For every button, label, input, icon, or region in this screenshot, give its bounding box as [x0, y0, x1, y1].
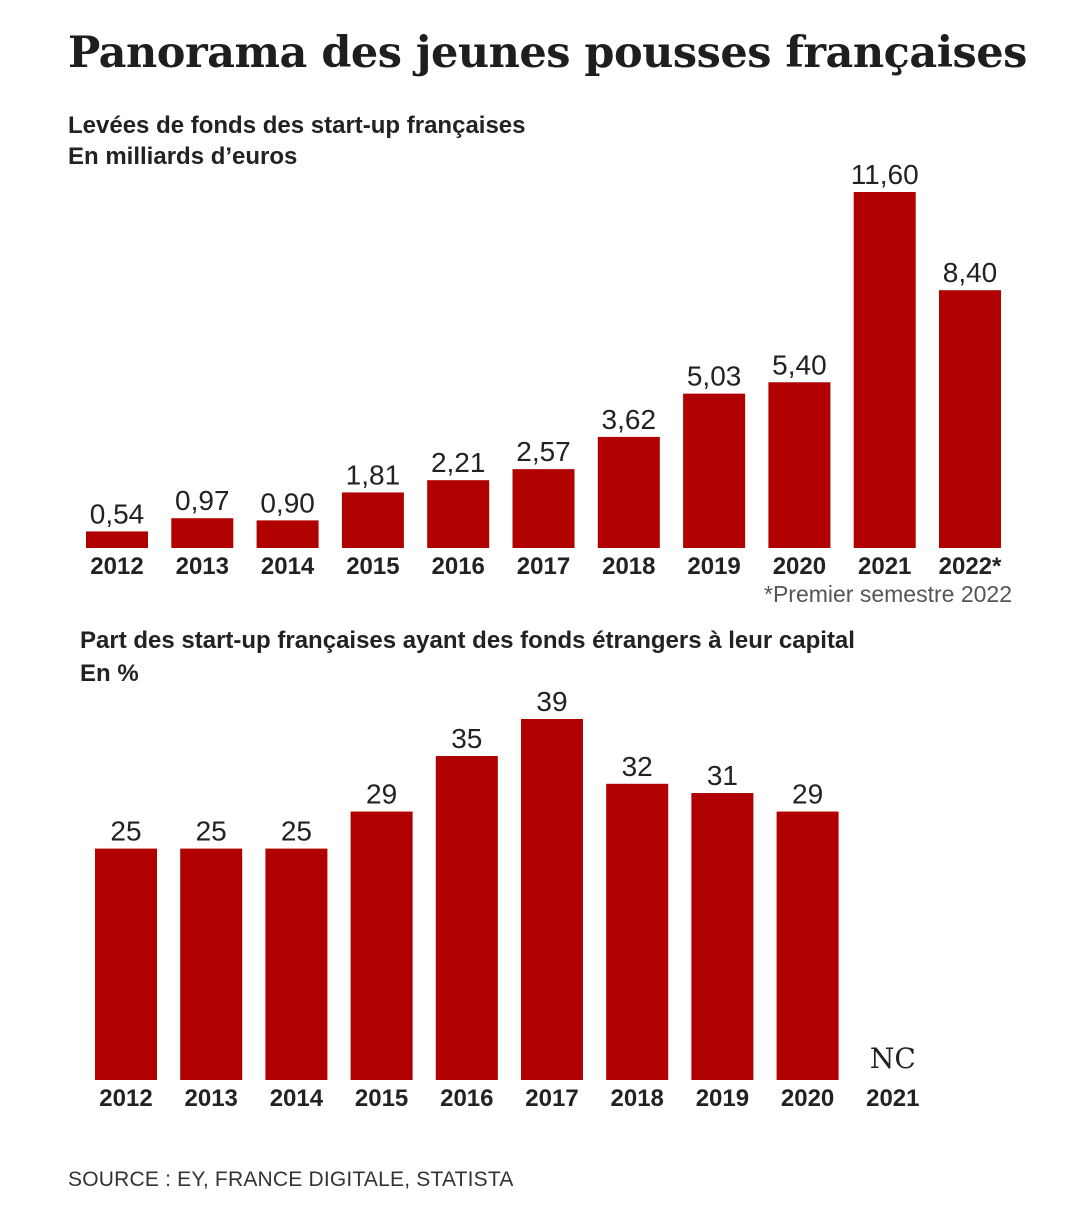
- chart2-value-label: 31: [707, 760, 738, 791]
- chart2-foreign-funds-bar-chart: 25 2012 25 2013 25 2014 29 2015 35 2016 39 2017 32 20…: [95, 686, 919, 1112]
- chart1-value-label: 8,40: [943, 257, 998, 288]
- chart2-x-tick-label: 2018: [611, 1085, 664, 1112]
- chart2-x-tick-label: 2016: [440, 1085, 493, 1112]
- source-note: SOURCE : EY, FRANCE DIGITALE, STATISTA: [68, 1168, 514, 1191]
- chart2-value-label: 39: [536, 686, 567, 717]
- chart2-value-label: 25: [281, 816, 312, 847]
- chart1-x-tick-label: 2015: [346, 553, 399, 580]
- chart1-value-label: 5,03: [687, 361, 742, 392]
- chart1-value-label: 5,40: [772, 349, 827, 380]
- chart1-title: Levées de fonds des start-up françaises: [68, 112, 526, 139]
- chart1-x-tick-label: 2017: [517, 553, 570, 580]
- chart2-value-label: 29: [366, 779, 397, 810]
- chart1-bar-2013: [171, 518, 234, 548]
- chart2-x-tick-label: 2017: [525, 1085, 578, 1112]
- chart2-bar-2014: [265, 848, 328, 1080]
- chart1-bar-2016: [427, 480, 490, 548]
- chart1-bar-2012: [86, 531, 148, 548]
- chart2-x-tick-label: 2015: [355, 1085, 408, 1112]
- chart1-x-tick-label: 2012: [90, 553, 143, 580]
- chart1-x-tick-label: 2014: [261, 553, 315, 580]
- chart1-x-tick-label: 2018: [602, 553, 655, 580]
- chart1-value-label: 1,81: [346, 459, 401, 490]
- chart2-x-tick-label: 2012: [99, 1085, 152, 1112]
- chart2-bar-2019: [691, 793, 754, 1080]
- chart1-value-label: 2,57: [516, 436, 571, 467]
- chart2-bar-2018: [606, 783, 669, 1080]
- chart1-bar-2017: [512, 469, 575, 548]
- chart2-x-tick-label: 2019: [696, 1085, 749, 1112]
- chart2-bar-2016: [435, 756, 498, 1080]
- chart1-value-label: 0,90: [260, 487, 315, 518]
- chart1-bar-2015: [341, 492, 404, 548]
- chart1-value-label: 0,97: [175, 485, 230, 516]
- chart2-bar-2020: [776, 811, 839, 1080]
- chart2-bar-2012: [95, 848, 157, 1080]
- chart2-value-label: 25: [110, 816, 141, 847]
- chart2-bar-2017: [521, 719, 583, 1080]
- chart1-bar-2020: [768, 382, 831, 548]
- chart1-bar-2014: [256, 520, 319, 548]
- chart1-x-tick-label: 2020: [773, 553, 826, 580]
- chart1-value-label: 0,54: [90, 498, 145, 529]
- chart1-value-label: 3,62: [602, 404, 657, 435]
- chart1-bar-2022: [939, 290, 1001, 548]
- chart2-title: Part des start-up françaises ayant des f…: [80, 627, 855, 654]
- chart2-value-label: 35: [451, 723, 482, 754]
- chart1-x-tick-label: 2019: [687, 553, 740, 580]
- page-title: Panorama des jeunes pousses françaises: [68, 28, 1027, 78]
- chart1-fundraising-bar-chart: 0,54 2012 0,97 2013 0,90 2014 1,81 2015 2,21 2016…: [86, 159, 1002, 580]
- chart2-value-label: 29: [792, 779, 823, 810]
- chart1-x-tick-label: 2016: [432, 553, 485, 580]
- chart1-bar-2018: [597, 436, 660, 548]
- chart1-bar-2021: [853, 192, 916, 548]
- chart2-subtitle: En %: [80, 660, 139, 687]
- chart2-bar-2015: [350, 811, 413, 1080]
- chart1-value-label: 2,21: [431, 447, 486, 478]
- chart2-x-tick-label: 2014: [270, 1085, 324, 1112]
- chart1-bar-2019: [683, 393, 746, 548]
- chart2-x-tick-label: 2021: [866, 1085, 919, 1112]
- chart1-x-tick-label: 2022*: [939, 553, 1002, 580]
- chart1-x-tick-label: 2021: [858, 553, 911, 580]
- chart1-subtitle: En milliards d’euros: [68, 143, 298, 170]
- chart2-x-tick-label: 2013: [185, 1085, 238, 1112]
- chart2-x-tick-label: 2020: [781, 1085, 834, 1112]
- chart1-x-tick-label: 2013: [176, 553, 229, 580]
- chart1-footnote: *Premier semestre 2022: [764, 581, 1012, 607]
- chart2-value-label: 32: [622, 751, 653, 782]
- chart1-value-label: 11,60: [851, 159, 919, 190]
- chart2-value-label: 25: [196, 816, 227, 847]
- chart2-bar-2013: [180, 848, 243, 1080]
- chart2-value-label: NC: [870, 1042, 916, 1075]
